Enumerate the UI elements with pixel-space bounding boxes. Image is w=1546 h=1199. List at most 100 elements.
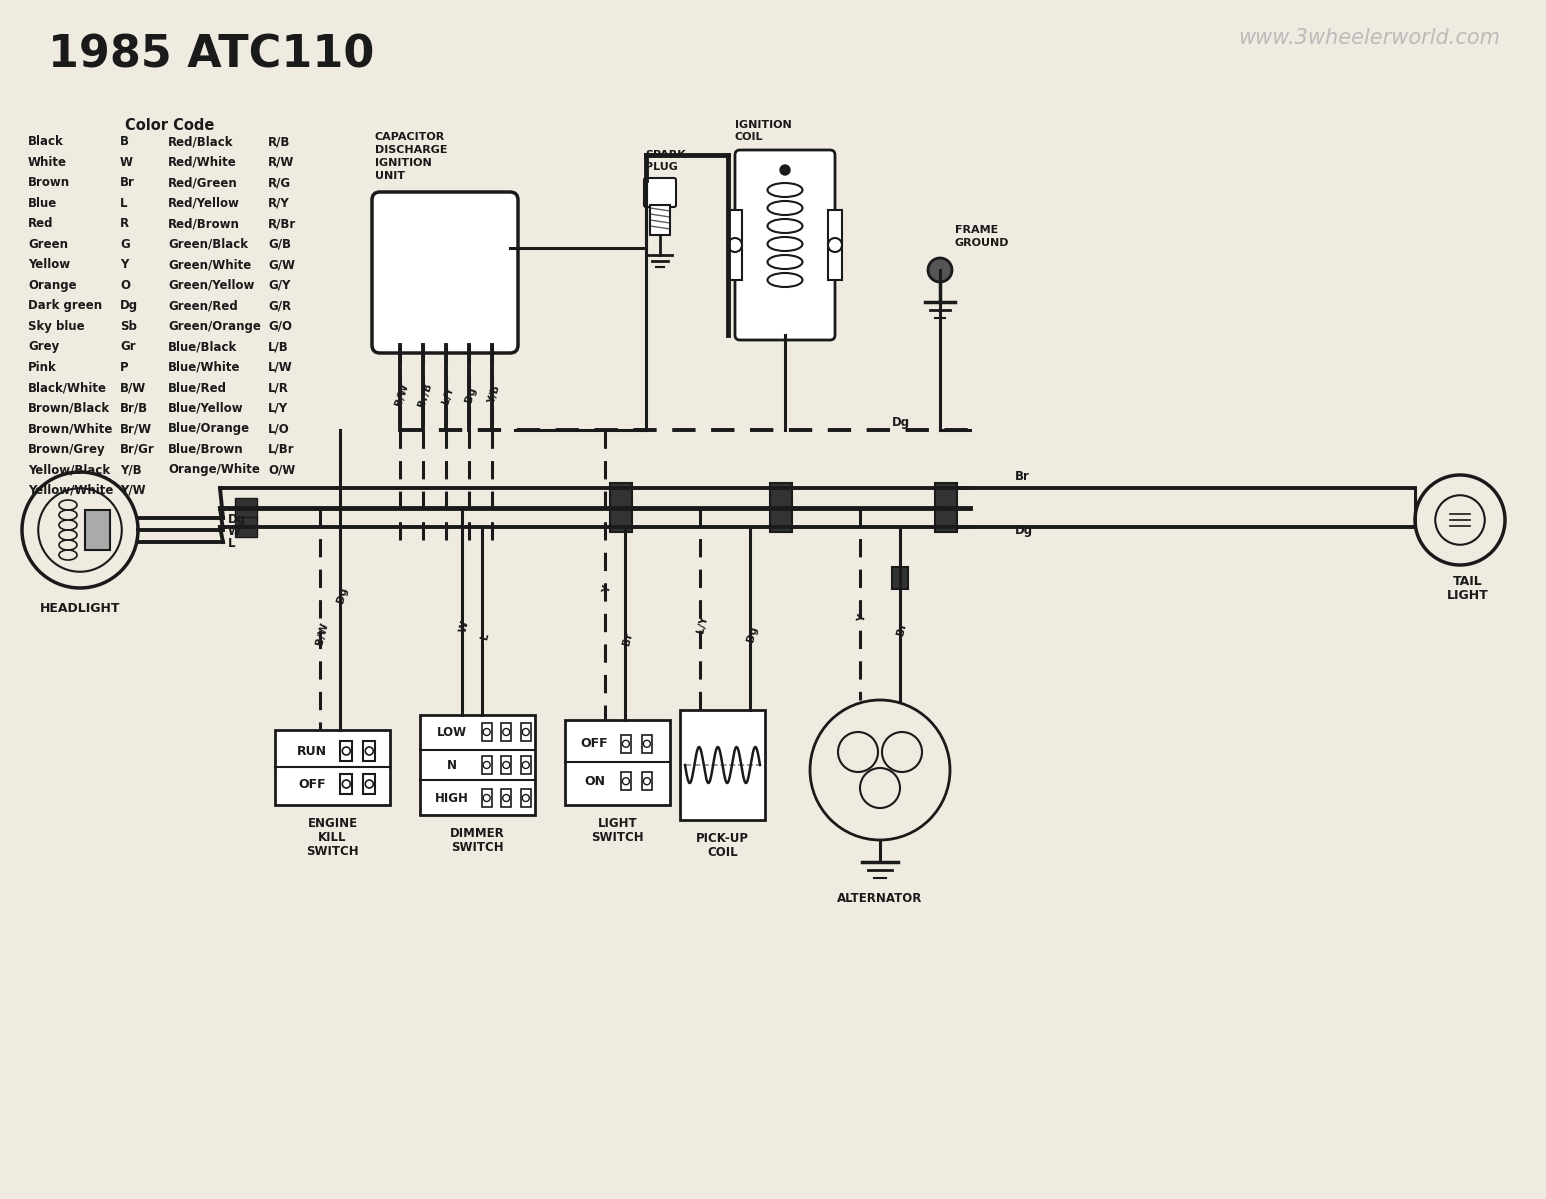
Text: Dark green: Dark green [28,299,102,312]
Text: Red/Black: Red/Black [169,135,233,147]
Text: PICK-UP: PICK-UP [696,832,748,845]
Text: Y/W: Y/W [121,483,145,496]
Text: LOW: LOW [438,725,467,739]
Text: Orange/White: Orange/White [169,463,260,476]
FancyBboxPatch shape [373,192,518,353]
Text: UNIT: UNIT [376,171,405,181]
Text: Dg: Dg [335,586,349,604]
Text: Y: Y [856,614,867,623]
Text: Dg: Dg [1016,524,1033,536]
Text: B/W: B/W [121,381,147,394]
Bar [621,735,631,753]
Bar [611,483,632,532]
Text: Dg: Dg [892,416,911,428]
Text: R/W: R/W [267,156,294,169]
Text: G/W: G/W [267,258,295,271]
Text: Color Code: Color Code [125,118,215,133]
Circle shape [643,740,651,747]
Text: G/Y: G/Y [267,278,291,291]
Bar [642,772,652,790]
Circle shape [502,795,510,801]
Text: B/W: B/W [394,382,410,408]
Text: Blue/Orange: Blue/Orange [169,422,250,435]
Text: Y/B: Y/B [121,463,142,476]
Text: R/Br: R/Br [267,217,297,230]
Text: ON: ON [584,775,604,788]
Text: TAIL: TAIL [1453,576,1483,588]
Text: Red/Green: Red/Green [169,176,238,189]
Text: Br/W: Br/W [121,422,152,435]
Circle shape [623,778,629,784]
Bar [642,735,652,753]
Text: Gr: Gr [121,341,136,353]
Text: L/Br: L/Br [267,442,295,456]
FancyBboxPatch shape [734,150,835,341]
Bar [501,723,512,741]
Bar [85,510,110,550]
Bar [235,498,257,518]
Text: DIMMER: DIMMER [450,827,506,840]
Text: B: B [121,135,128,147]
Bar [564,721,669,805]
Bar [235,517,257,537]
Text: G/B: G/B [267,237,291,251]
Text: Dg: Dg [464,386,478,404]
Text: Sb: Sb [121,319,138,332]
Bar [482,757,492,775]
Bar [770,483,792,532]
FancyBboxPatch shape [645,177,676,207]
Bar [521,789,530,807]
Text: Blue/Red: Blue/Red [169,381,227,394]
Text: IGNITION: IGNITION [734,120,792,129]
Text: Blue: Blue [28,197,57,210]
Circle shape [623,740,629,747]
Text: Brown/White: Brown/White [28,422,113,435]
Text: SWITCH: SWITCH [591,831,643,844]
Text: 1985 ATC110: 1985 ATC110 [48,34,374,77]
Text: SWITCH: SWITCH [306,845,359,858]
Text: G/O: G/O [267,319,292,332]
Text: ALTERNATOR: ALTERNATOR [838,892,923,905]
Circle shape [523,761,529,769]
Circle shape [523,729,529,735]
Text: N: N [447,759,458,771]
Text: PLUG: PLUG [645,162,677,171]
Text: L/O: L/O [267,422,289,435]
Text: Y: Y [121,258,128,271]
Circle shape [342,747,351,755]
Text: R/Y: R/Y [267,197,289,210]
Circle shape [781,165,790,175]
Text: KILL: KILL [318,831,346,844]
Circle shape [365,781,373,788]
Circle shape [365,747,373,755]
Circle shape [829,237,843,252]
Text: FRAME: FRAME [955,225,999,235]
Text: Green/Orange: Green/Orange [169,319,261,332]
Text: Br/B: Br/B [416,381,433,409]
Text: Pink: Pink [28,361,57,374]
Text: P: P [121,361,128,374]
Bar [340,775,352,794]
Text: Black/White: Black/White [28,381,107,394]
Text: ENGINE: ENGINE [308,817,357,830]
Circle shape [728,237,742,252]
Bar [935,483,957,532]
Text: L: L [121,197,127,210]
Bar [501,789,512,807]
Text: Br: Br [621,631,634,646]
Text: Brown/Grey: Brown/Grey [28,442,105,456]
Circle shape [502,761,510,769]
Text: O: O [121,278,130,291]
Text: L/Y: L/Y [441,385,456,405]
Text: IGNITION: IGNITION [376,158,431,168]
Text: SWITCH: SWITCH [451,840,504,854]
Text: L/B: L/B [267,341,289,353]
Text: Blue/Yellow: Blue/Yellow [169,402,244,415]
Text: G: G [121,237,130,251]
Text: L/Y: L/Y [267,402,288,415]
Text: Red/White: Red/White [169,156,237,169]
Bar [501,757,512,775]
Text: G/R: G/R [267,299,291,312]
Text: R/G: R/G [267,176,291,189]
Bar [275,730,390,805]
